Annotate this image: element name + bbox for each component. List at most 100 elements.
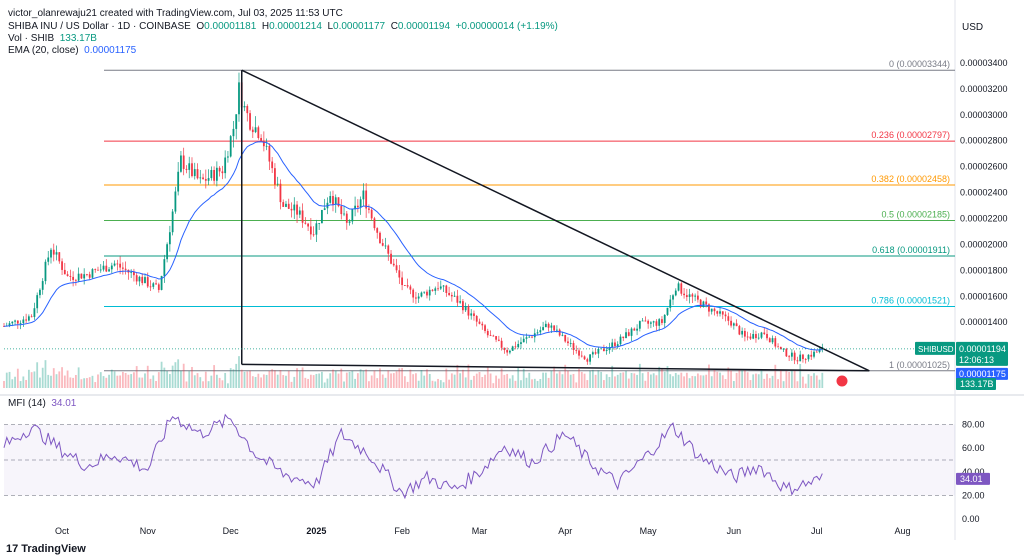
candle-body[interactable] xyxy=(384,245,387,247)
us-flag-icon[interactable] xyxy=(835,374,849,388)
candle-body[interactable] xyxy=(149,286,152,288)
candle-body[interactable] xyxy=(782,348,785,350)
candle-body[interactable] xyxy=(445,285,448,293)
candle-body[interactable] xyxy=(121,267,124,269)
candle-body[interactable] xyxy=(155,283,157,285)
candle-body[interactable] xyxy=(94,269,97,270)
candle-body[interactable] xyxy=(506,350,509,353)
candle-body[interactable] xyxy=(395,265,398,271)
candle-body[interactable] xyxy=(282,202,285,207)
candle-body[interactable] xyxy=(619,336,622,345)
candle-body[interactable] xyxy=(287,203,290,209)
candle-body[interactable] xyxy=(174,191,177,212)
volume-legend[interactable]: Vol · SHIB 133.17B xyxy=(8,33,97,44)
candle-body[interactable] xyxy=(539,330,542,333)
candle-body[interactable] xyxy=(246,106,249,114)
candle-body[interactable] xyxy=(680,283,683,294)
candle-body[interactable] xyxy=(705,301,708,305)
candle-body[interactable] xyxy=(442,285,445,287)
candle-body[interactable] xyxy=(50,249,52,258)
candle-body[interactable] xyxy=(412,289,415,298)
candle-body[interactable] xyxy=(561,334,564,336)
candle-body[interactable] xyxy=(486,330,489,336)
candle-body[interactable] xyxy=(580,355,583,357)
candle-body[interactable] xyxy=(370,209,373,219)
candle-body[interactable] xyxy=(224,157,227,174)
candle-body[interactable] xyxy=(462,301,464,311)
candle-body[interactable] xyxy=(290,208,293,211)
triangle-lower-trendline[interactable] xyxy=(241,363,870,372)
candle-body[interactable] xyxy=(658,319,661,326)
candle-body[interactable] xyxy=(650,322,652,324)
candle-body[interactable] xyxy=(793,352,796,361)
candle-body[interactable] xyxy=(464,306,467,311)
candle-body[interactable] xyxy=(47,257,50,262)
candle-body[interactable] xyxy=(567,341,569,344)
candle-body[interactable] xyxy=(638,321,641,329)
candle-body[interactable] xyxy=(39,289,41,296)
candle-body[interactable] xyxy=(108,269,110,272)
candle-body[interactable] xyxy=(542,327,544,331)
candle-body[interactable] xyxy=(785,348,788,357)
candle-body[interactable] xyxy=(119,263,122,268)
candle-body[interactable] xyxy=(221,171,224,174)
candle-body[interactable] xyxy=(431,289,434,291)
candle-body[interactable] xyxy=(591,352,594,355)
candle-body[interactable] xyxy=(741,330,744,335)
candle-body[interactable] xyxy=(229,136,232,157)
candle-body[interactable] xyxy=(636,328,638,331)
candle-body[interactable] xyxy=(625,332,627,339)
candle-body[interactable] xyxy=(265,145,268,147)
candle-body[interactable] xyxy=(818,349,821,353)
candle-body[interactable] xyxy=(334,197,337,205)
candle-body[interactable] xyxy=(685,295,688,298)
candle-body[interactable] xyxy=(271,161,274,169)
candle-body[interactable] xyxy=(274,168,276,185)
candle-body[interactable] xyxy=(293,204,296,211)
candle-body[interactable] xyxy=(788,356,791,358)
candle-body[interactable] xyxy=(603,348,605,352)
candle-body[interactable] xyxy=(133,272,135,276)
candle-body[interactable] xyxy=(719,311,721,314)
candle-body[interactable] xyxy=(663,314,666,323)
candle-body[interactable] xyxy=(138,276,141,282)
candle-body[interactable] xyxy=(227,156,229,158)
candle-body[interactable] xyxy=(146,277,149,287)
candle-body[interactable] xyxy=(130,272,133,273)
candle-body[interactable] xyxy=(232,128,235,137)
candle-body[interactable] xyxy=(345,213,348,223)
candle-body[interactable] xyxy=(304,222,307,224)
candle-body[interactable] xyxy=(27,316,30,321)
candle-body[interactable] xyxy=(373,218,376,229)
candle-body[interactable] xyxy=(141,276,144,284)
candle-body[interactable] xyxy=(309,226,312,235)
candle-body[interactable] xyxy=(348,221,351,223)
candle-body[interactable] xyxy=(315,223,318,235)
candle-body[interactable] xyxy=(337,197,340,207)
candle-body[interactable] xyxy=(207,178,210,181)
candle-body[interactable] xyxy=(318,223,321,224)
candle-body[interactable] xyxy=(735,323,738,327)
candle-body[interactable] xyxy=(666,307,669,315)
candle-body[interactable] xyxy=(22,319,25,323)
candle-body[interactable] xyxy=(453,295,456,297)
candle-body[interactable] xyxy=(182,155,185,169)
candle-body[interactable] xyxy=(409,286,412,290)
candle-body[interactable] xyxy=(450,294,453,297)
candle-body[interactable] xyxy=(550,325,553,328)
candle-body[interactable] xyxy=(354,205,356,210)
candle-body[interactable] xyxy=(135,275,138,282)
candle-body[interactable] xyxy=(285,203,287,207)
mfi-badge[interactable] xyxy=(956,472,990,485)
candle-body[interactable] xyxy=(298,210,301,215)
candle-body[interactable] xyxy=(33,308,36,317)
candle-body[interactable] xyxy=(180,155,182,172)
candle-body[interactable] xyxy=(52,249,55,255)
candle-body[interactable] xyxy=(616,344,619,347)
candle-body[interactable] xyxy=(202,177,204,179)
symbol-title[interactable]: SHIBA INU / US Dollar · 1D · COINBASE xyxy=(8,21,191,32)
candle-body[interactable] xyxy=(251,129,254,133)
candle-body[interactable] xyxy=(597,349,600,354)
candle-body[interactable] xyxy=(359,199,362,208)
